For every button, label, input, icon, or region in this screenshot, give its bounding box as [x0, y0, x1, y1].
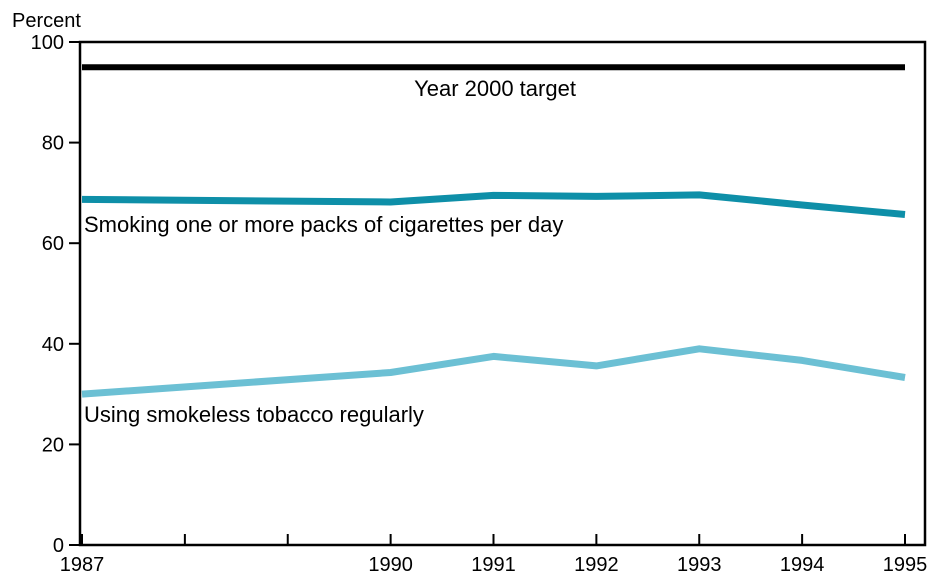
cigarettes-label: Smoking one or more packs of cigarettes …: [84, 212, 563, 237]
smokeless-label: Using smokeless tobacco regularly: [84, 402, 424, 427]
x-axis: 1987 1990 1991 1992 1993 1994 1995: [60, 534, 928, 576]
y-tick-label: 100: [31, 32, 64, 54]
x-tick-label: 1990: [368, 554, 413, 576]
series-layer: [81, 64, 906, 398]
x-tick-label: 1994: [780, 554, 825, 576]
y-axis: 0 20 40 60 80 100: [31, 32, 80, 557]
y-axis-label: Percent: [12, 10, 81, 32]
y-tick-label: 0: [53, 535, 64, 557]
series-labels: Year 2000 target Smoking one or more pack…: [84, 76, 576, 427]
y-tick-label: 20: [42, 434, 64, 456]
cigarettes-line: [81, 191, 906, 218]
smokeless-line: [81, 345, 906, 398]
x-tick-label: 1992: [574, 554, 619, 576]
x-tick-label: 1993: [677, 554, 722, 576]
x-tick-label: 1995: [883, 554, 928, 576]
target-label: Year 2000 target: [414, 76, 576, 101]
y-tick-label: 40: [42, 334, 64, 356]
y-tick-label: 80: [42, 133, 64, 155]
y-tick-label: 60: [42, 233, 64, 255]
x-tick-label: 1987: [60, 554, 105, 576]
plot-frame: [78, 40, 927, 547]
x-tick-label: 1991: [471, 554, 516, 576]
